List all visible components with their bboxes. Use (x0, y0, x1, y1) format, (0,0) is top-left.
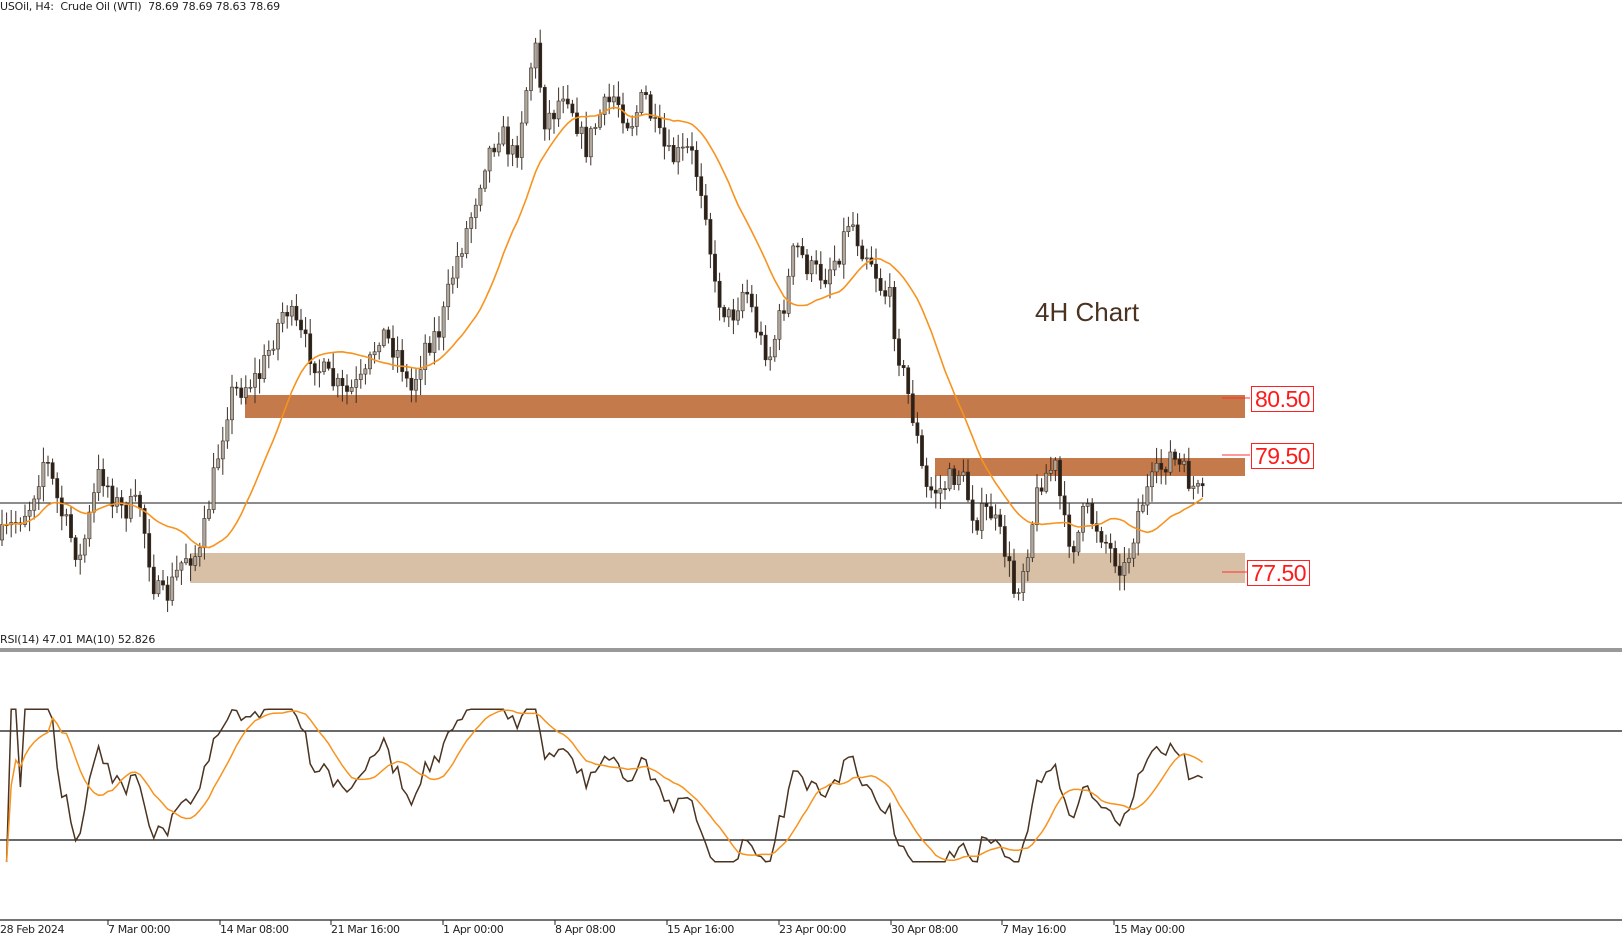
rsi-line (5, 708, 1203, 863)
level-tag-connectors (1222, 397, 1250, 573)
time-label: 14 Mar 08:00 (220, 923, 289, 936)
level-tag-80-50[interactable]: 80.50 (1251, 386, 1315, 412)
moving-average-line (2, 106, 1204, 549)
time-label: 1 Apr 00:00 (443, 923, 504, 936)
chart-title: USOil, H4: Crude Oil (WTI) 78.69 78.69 7… (0, 0, 280, 13)
time-label: 15 May 00:00 (1114, 923, 1185, 936)
time-label: 7 Mar 00:00 (108, 923, 171, 936)
candlestick-series (0, 29, 1205, 613)
support-resistance-zones (190, 395, 1245, 583)
chart-annotation: 4H Chart (1035, 297, 1140, 327)
rsi-ma-line (5, 709, 1204, 862)
level-tag-79-50[interactable]: 79.50 (1251, 443, 1315, 469)
time-label: 23 Apr 00:00 (779, 923, 846, 936)
time-label: 15 Apr 16:00 (667, 923, 734, 936)
time-axis-ticks (107, 920, 1115, 925)
rsi-indicator-label: RSI(14) 47.01 MA(10) 52.826 (0, 633, 156, 646)
time-label: 8 Apr 08:00 (555, 923, 616, 936)
level-tag-77-50[interactable]: 77.50 (1247, 560, 1311, 586)
time-label: 28 Feb 2024 (0, 923, 65, 936)
time-label: 30 Apr 08:00 (891, 923, 958, 936)
time-label: 21 Mar 16:00 (331, 923, 400, 936)
time-label: 7 May 16:00 (1002, 923, 1067, 936)
